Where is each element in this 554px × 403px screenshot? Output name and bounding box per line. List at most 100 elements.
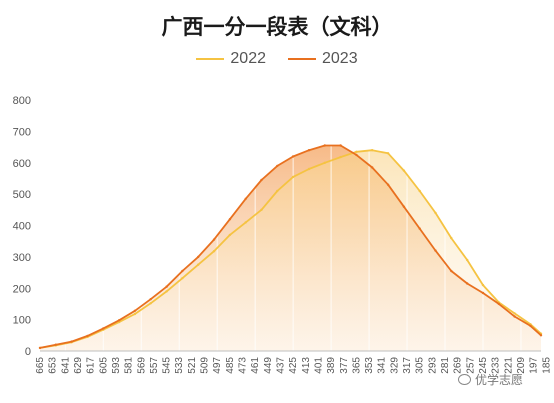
x-tick-label-461: 461 bbox=[250, 357, 261, 374]
point-2022-470 bbox=[244, 221, 247, 224]
x-tick-label-437: 437 bbox=[276, 357, 287, 374]
x-tick-label-449: 449 bbox=[263, 357, 274, 374]
x-tick-label-665: 665 bbox=[35, 357, 46, 374]
point-2022-545 bbox=[165, 290, 168, 293]
point-2023-650 bbox=[54, 343, 57, 346]
point-2022-260 bbox=[466, 258, 469, 262]
x-tick-label-341: 341 bbox=[377, 357, 388, 374]
point-2022-440 bbox=[276, 189, 279, 193]
point-2023-290 bbox=[434, 249, 437, 252]
point-2023-620 bbox=[86, 334, 89, 338]
point-2023-245 bbox=[481, 291, 485, 295]
point-2023-455 bbox=[260, 178, 263, 182]
y-tick-label-600: 600 bbox=[13, 158, 31, 170]
legend-label-2023: 2023 bbox=[322, 50, 358, 67]
point-2023-335 bbox=[386, 183, 390, 186]
y-tick-label-100: 100 bbox=[13, 315, 31, 327]
point-2023-470 bbox=[244, 197, 247, 200]
x-tick-label-185: 185 bbox=[541, 357, 552, 374]
point-2023-545 bbox=[165, 285, 168, 288]
x-tick-label-317: 317 bbox=[402, 357, 413, 374]
point-2023-485 bbox=[228, 218, 232, 221]
point-2023-665 bbox=[38, 346, 42, 350]
point-2022-425 bbox=[291, 175, 295, 179]
y-tick-label-500: 500 bbox=[13, 189, 31, 201]
x-tick-label-653: 653 bbox=[48, 357, 59, 374]
point-2023-605 bbox=[102, 327, 105, 330]
point-2022-290 bbox=[434, 211, 437, 215]
y-tick-label-800: 800 bbox=[13, 95, 31, 107]
point-2023-635 bbox=[70, 340, 73, 343]
x-tick-label-557: 557 bbox=[149, 357, 160, 374]
watermark: 优学志愿 bbox=[458, 371, 523, 388]
x-tick-label-389: 389 bbox=[326, 357, 337, 374]
x-tick-label-629: 629 bbox=[73, 357, 84, 374]
point-2022-335 bbox=[386, 152, 390, 155]
x-tick-label-605: 605 bbox=[98, 357, 109, 374]
point-2023-395 bbox=[323, 144, 326, 147]
point-2023-350 bbox=[371, 166, 374, 169]
legend-item-2023[interactable]: 2023 bbox=[288, 50, 358, 68]
point-2022-245 bbox=[481, 283, 485, 287]
point-2023-410 bbox=[307, 149, 311, 152]
point-2023-530 bbox=[181, 269, 184, 273]
x-tick-label-545: 545 bbox=[162, 357, 173, 374]
x-tick-label-473: 473 bbox=[238, 357, 249, 374]
legend-swatch-2022 bbox=[196, 58, 225, 60]
legend-item-2022[interactable]: 2022 bbox=[196, 50, 266, 68]
point-2023-590 bbox=[117, 319, 121, 322]
legend-label-2022: 2022 bbox=[230, 50, 266, 67]
point-2023-230 bbox=[497, 302, 500, 306]
x-tick-label-197: 197 bbox=[529, 357, 540, 374]
point-2022-275 bbox=[450, 236, 453, 240]
chart-title: 广西一分一段表（文科） bbox=[161, 15, 393, 39]
watermark-text: 优学志愿 bbox=[475, 373, 524, 387]
x-tick-label-305: 305 bbox=[415, 357, 426, 374]
point-2022-350 bbox=[371, 149, 374, 152]
point-2022-305 bbox=[418, 189, 421, 193]
x-tick-label-401: 401 bbox=[314, 357, 325, 374]
point-2022-215 bbox=[513, 312, 516, 315]
point-2022-380 bbox=[339, 155, 342, 159]
point-2022-365 bbox=[355, 150, 358, 153]
x-tick-label-281: 281 bbox=[440, 357, 451, 374]
x-tick-label-329: 329 bbox=[389, 357, 400, 374]
point-2023-365 bbox=[355, 153, 358, 157]
x-tick-label-245: 245 bbox=[478, 357, 489, 374]
x-tick-label-593: 593 bbox=[111, 357, 122, 374]
x-tick-label-377: 377 bbox=[339, 357, 350, 374]
point-2023-215 bbox=[513, 315, 516, 318]
x-tick-label-257: 257 bbox=[465, 357, 476, 374]
x-tick-label-641: 641 bbox=[60, 357, 71, 374]
y-tick-label-0: 0 bbox=[25, 346, 31, 358]
x-tick-label-569: 569 bbox=[136, 357, 147, 374]
point-2022-395 bbox=[323, 161, 326, 164]
point-2023-200 bbox=[529, 324, 532, 328]
x-tick-label-293: 293 bbox=[427, 357, 438, 374]
point-2022-485 bbox=[228, 233, 232, 237]
x-tick-label-581: 581 bbox=[124, 357, 135, 374]
y-tick-label-200: 200 bbox=[13, 283, 31, 295]
point-2022-410 bbox=[307, 167, 311, 171]
x-tick-label-617: 617 bbox=[86, 357, 97, 374]
point-2022-530 bbox=[181, 277, 184, 280]
point-2023-305 bbox=[418, 227, 421, 230]
point-2023-380 bbox=[339, 144, 342, 147]
x-tick-label-413: 413 bbox=[301, 357, 312, 374]
point-2022-575 bbox=[133, 312, 137, 316]
point-2023-515 bbox=[197, 255, 200, 259]
x-tick-label-209: 209 bbox=[516, 357, 527, 374]
point-2022-455 bbox=[260, 208, 263, 211]
y-tick-label-300: 300 bbox=[13, 252, 31, 264]
x-tick-label-269: 269 bbox=[453, 357, 464, 374]
legend-swatch-2023 bbox=[288, 58, 316, 60]
x-tick-label-485: 485 bbox=[225, 357, 236, 374]
point-2023-260 bbox=[466, 282, 469, 285]
point-2023-190 bbox=[539, 334, 543, 337]
point-2022-560 bbox=[149, 302, 152, 305]
x-tick-label-221: 221 bbox=[503, 357, 514, 374]
x-tick-label-533: 533 bbox=[174, 357, 185, 374]
point-2022-500 bbox=[212, 250, 216, 253]
